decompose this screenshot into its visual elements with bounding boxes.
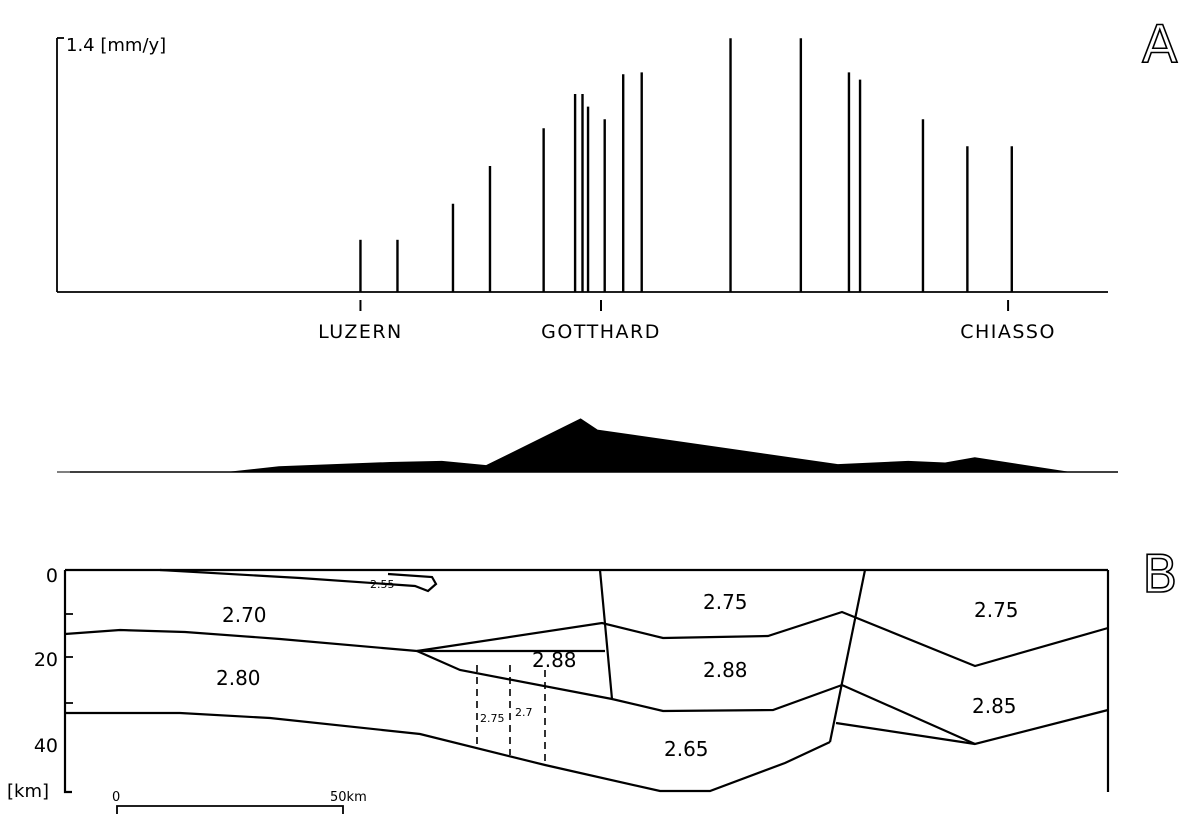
boundary-lower-crust	[65, 711, 831, 793]
density-label-2-70: 2.70	[222, 603, 267, 627]
uplift-bars	[359, 38, 1013, 292]
scale-bar	[116, 805, 344, 814]
density-label-2-88-middle: 2.88	[703, 658, 748, 682]
fault-insubric-south	[828, 569, 867, 743]
scale-label-zero: 0	[112, 790, 120, 805]
boundary-2-88-base	[416, 649, 1109, 746]
density-label-2-55: 2.55	[370, 578, 395, 591]
density-label-2-65: 2.65	[664, 737, 709, 761]
scale-label-fifty: 50km	[330, 790, 367, 805]
sediment-lens-2-55	[159, 568, 438, 593]
panel-label-b: B	[1142, 545, 1178, 605]
section-left-axis	[63, 570, 72, 794]
boundary-southern-lower	[835, 721, 976, 746]
panel-label-a: A	[1142, 15, 1178, 75]
uplift-rate-chart: 1.4 [mm/y] LUZERN GOTTHARD CHIASSO A	[56, 14, 1179, 343]
depth-label-40: 40	[34, 735, 58, 757]
location-label-luzern: LUZERN	[318, 321, 403, 343]
y-axis-label: 1.4 [mm/y]	[66, 35, 166, 56]
depth-ticks	[65, 613, 73, 704]
depth-unit-label: [km]	[7, 781, 49, 802]
topography-profile	[57, 418, 1118, 473]
depth-label-20: 20	[34, 649, 58, 671]
density-label-2-80: 2.80	[216, 666, 261, 690]
depth-label-0: 0	[46, 565, 58, 587]
location-label-gotthard: GOTTHARD	[541, 321, 661, 343]
density-label-2-75-middle: 2.75	[703, 590, 748, 614]
density-label-2-85: 2.85	[972, 694, 1017, 718]
location-label-chiasso: CHIASSO	[960, 321, 1056, 343]
location-ticks: LUZERN GOTTHARD CHIASSO	[318, 300, 1056, 343]
density-label-2-75-east: 2.75	[974, 598, 1019, 622]
density-label-2-7-small: 2.7	[515, 706, 533, 719]
density-label-2-88-west: 2.88	[532, 648, 577, 672]
fault-insubric-north	[598, 569, 614, 700]
boundary-2-88-top	[416, 610, 1109, 668]
boundary-upper-crust-base	[64, 628, 605, 653]
density-cross-section: 0 20 40 [km] 2.55 2.70 2.80 2.88 2.75 2.…	[7, 544, 1178, 814]
density-label-2-75-small: 2.75	[480, 712, 505, 725]
dashed-density-boundaries	[476, 665, 546, 765]
topography-silhouette	[57, 418, 1108, 473]
